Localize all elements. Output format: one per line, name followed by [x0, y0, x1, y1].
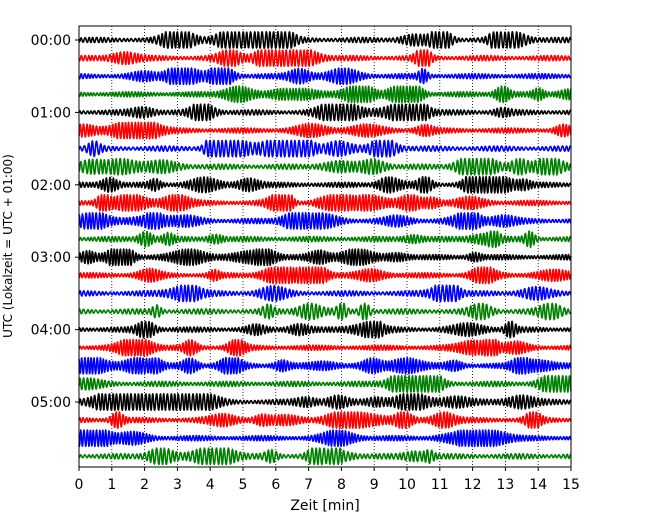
x-tick-label: 8: [337, 477, 346, 493]
x-tick-label: 7: [304, 477, 313, 493]
seismogram-trace: [78, 338, 572, 357]
x-tick-label: 5: [239, 477, 248, 493]
x-tick-label: 14: [529, 477, 547, 493]
x-tick-label: 10: [398, 477, 416, 493]
x-tick-label: 1: [107, 477, 116, 493]
y-tick-label: 03:00: [31, 250, 71, 266]
seismogram-trace: [78, 302, 572, 321]
seismogram-trace: [78, 67, 572, 86]
x-tick-label: 3: [173, 477, 182, 493]
x-tick-label: 4: [206, 477, 215, 493]
seismogram-trace: [78, 411, 572, 430]
seismogram-trace: [78, 393, 572, 411]
x-axis-ticks: 0 1 2 3 4 5 6 7 8 9 10 11 12 13 14 15: [75, 467, 580, 493]
seismogram-trace: [78, 266, 572, 285]
y-tick-label: 02:00: [31, 178, 71, 194]
y-tick-label: 04:00: [31, 323, 71, 339]
seismogram-trace: [78, 31, 572, 49]
seismogram-trace: [78, 248, 572, 267]
seismogram-trace: [78, 284, 572, 303]
seismogram-trace: [78, 212, 572, 230]
x-tick-label: 0: [75, 477, 84, 493]
seismogram-trace: [78, 85, 572, 104]
seismogram-trace: [78, 447, 572, 466]
seismogram-traces: [78, 31, 572, 466]
y-tick-label: 05:00: [31, 395, 71, 411]
y-tick-label: 01:00: [31, 105, 71, 121]
x-tick-label: 12: [464, 477, 482, 493]
seismogram-trace: [78, 175, 572, 194]
seismogram-trace: [78, 103, 572, 122]
seismogram-trace: [78, 230, 572, 249]
seismogram-trace: [78, 429, 572, 448]
seismogram-trace: [78, 356, 572, 375]
plot-frame: [78, 25, 572, 468]
y-axis-ticks: 00:00 01:00 02:00 03:00 04:00 05:00: [31, 33, 79, 411]
seismogram-trace: [78, 157, 572, 176]
x-tick-label: 13: [496, 477, 514, 493]
x-tick-label: 2: [140, 477, 149, 493]
seismogram-trace: [78, 320, 572, 339]
x-tick-label: 9: [370, 477, 379, 493]
seismogram-trace: [78, 374, 572, 393]
x-axis-label: Zeit [min]: [290, 498, 359, 514]
x-tick-label: 11: [431, 477, 449, 493]
x-tick-label: 15: [562, 477, 580, 493]
seismogram-trace: [78, 193, 572, 212]
seismogram-trace: [78, 49, 572, 68]
y-axis-label: UTC (Lokalzeit = UTC + 01:00): [1, 154, 15, 338]
x-tick-label: 6: [271, 477, 280, 493]
seismogram-trace: [78, 139, 572, 158]
y-tick-label: 00:00: [31, 33, 71, 49]
seismogram-trace: [78, 121, 572, 140]
